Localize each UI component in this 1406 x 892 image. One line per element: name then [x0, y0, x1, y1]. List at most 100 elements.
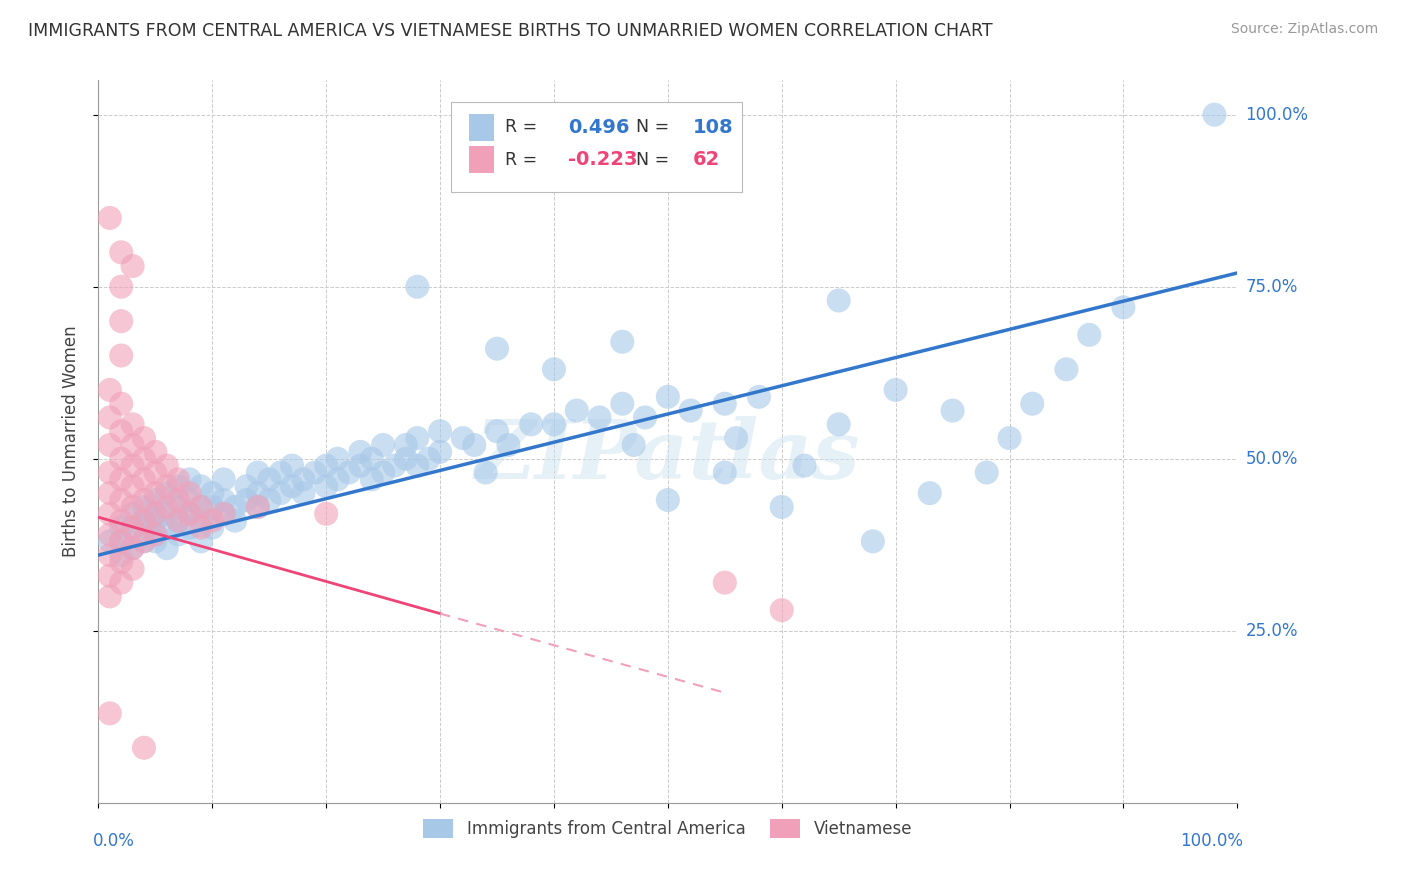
- Point: [1112, 301, 1135, 315]
- Text: ZIPatlas: ZIPatlas: [475, 416, 860, 496]
- Text: 100.0%: 100.0%: [1180, 831, 1243, 850]
- Point: [121, 541, 143, 556]
- Point: [1204, 108, 1226, 122]
- Point: [451, 431, 474, 445]
- Point: [156, 520, 179, 534]
- Point: [110, 493, 132, 508]
- Point: [748, 390, 770, 404]
- Point: [828, 293, 851, 308]
- Point: [121, 458, 143, 473]
- Point: [315, 458, 337, 473]
- Point: [132, 534, 155, 549]
- Point: [862, 534, 884, 549]
- Point: [110, 314, 132, 328]
- Point: [190, 500, 212, 514]
- Point: [121, 541, 143, 556]
- Point: [634, 410, 657, 425]
- Point: [235, 479, 257, 493]
- Point: [281, 479, 304, 493]
- Point: [212, 493, 235, 508]
- Point: [714, 466, 737, 480]
- Point: [121, 500, 143, 514]
- Point: [179, 520, 201, 534]
- Point: [235, 493, 257, 508]
- Point: [259, 472, 281, 486]
- Point: [201, 520, 224, 534]
- Point: [395, 438, 418, 452]
- Point: [201, 500, 224, 514]
- Point: [714, 397, 737, 411]
- Point: [543, 362, 565, 376]
- Point: [121, 479, 143, 493]
- Point: [98, 527, 121, 541]
- Point: [145, 534, 167, 549]
- Point: [918, 486, 941, 500]
- Point: [360, 472, 382, 486]
- Point: [429, 424, 451, 438]
- Point: [145, 527, 167, 541]
- Point: [246, 466, 269, 480]
- Point: [304, 466, 326, 480]
- Point: [315, 507, 337, 521]
- Point: [543, 417, 565, 432]
- Point: [110, 397, 132, 411]
- Point: [132, 534, 155, 549]
- Point: [110, 245, 132, 260]
- Point: [98, 507, 121, 521]
- Point: [679, 403, 702, 417]
- Point: [179, 472, 201, 486]
- Point: [190, 500, 212, 514]
- Point: [98, 706, 121, 721]
- Point: [145, 486, 167, 500]
- Point: [167, 500, 190, 514]
- Point: [406, 279, 429, 293]
- Point: [156, 458, 179, 473]
- Point: [474, 466, 496, 480]
- Point: [156, 541, 179, 556]
- Point: [486, 342, 509, 356]
- Point: [1021, 397, 1043, 411]
- Point: [121, 438, 143, 452]
- Point: [725, 431, 748, 445]
- Point: [145, 493, 167, 508]
- Text: 62: 62: [693, 150, 720, 169]
- Point: [565, 403, 588, 417]
- Point: [371, 438, 394, 452]
- Point: [145, 514, 167, 528]
- Point: [406, 458, 429, 473]
- Point: [156, 500, 179, 514]
- Point: [270, 486, 292, 500]
- Point: [246, 486, 269, 500]
- Point: [145, 445, 167, 459]
- Point: [98, 466, 121, 480]
- Point: [612, 397, 634, 411]
- Point: [429, 445, 451, 459]
- Point: [292, 486, 315, 500]
- Point: [110, 534, 132, 549]
- Point: [132, 500, 155, 514]
- Point: [110, 548, 132, 562]
- Point: [98, 486, 121, 500]
- Point: [190, 514, 212, 528]
- Point: [224, 514, 246, 528]
- Point: [167, 514, 190, 528]
- Point: [384, 458, 406, 473]
- Point: [418, 451, 440, 466]
- Point: [98, 383, 121, 397]
- Text: 108: 108: [693, 118, 734, 136]
- Text: N =: N =: [636, 119, 675, 136]
- Point: [349, 458, 371, 473]
- Text: 75.0%: 75.0%: [1246, 277, 1298, 296]
- FancyBboxPatch shape: [451, 102, 742, 193]
- Point: [110, 534, 132, 549]
- Point: [259, 493, 281, 508]
- Point: [190, 520, 212, 534]
- Point: [395, 451, 418, 466]
- Point: [360, 451, 382, 466]
- Point: [98, 590, 121, 604]
- Text: R =: R =: [505, 119, 543, 136]
- Point: [201, 514, 224, 528]
- Point: [212, 472, 235, 486]
- Point: [406, 431, 429, 445]
- Point: [349, 445, 371, 459]
